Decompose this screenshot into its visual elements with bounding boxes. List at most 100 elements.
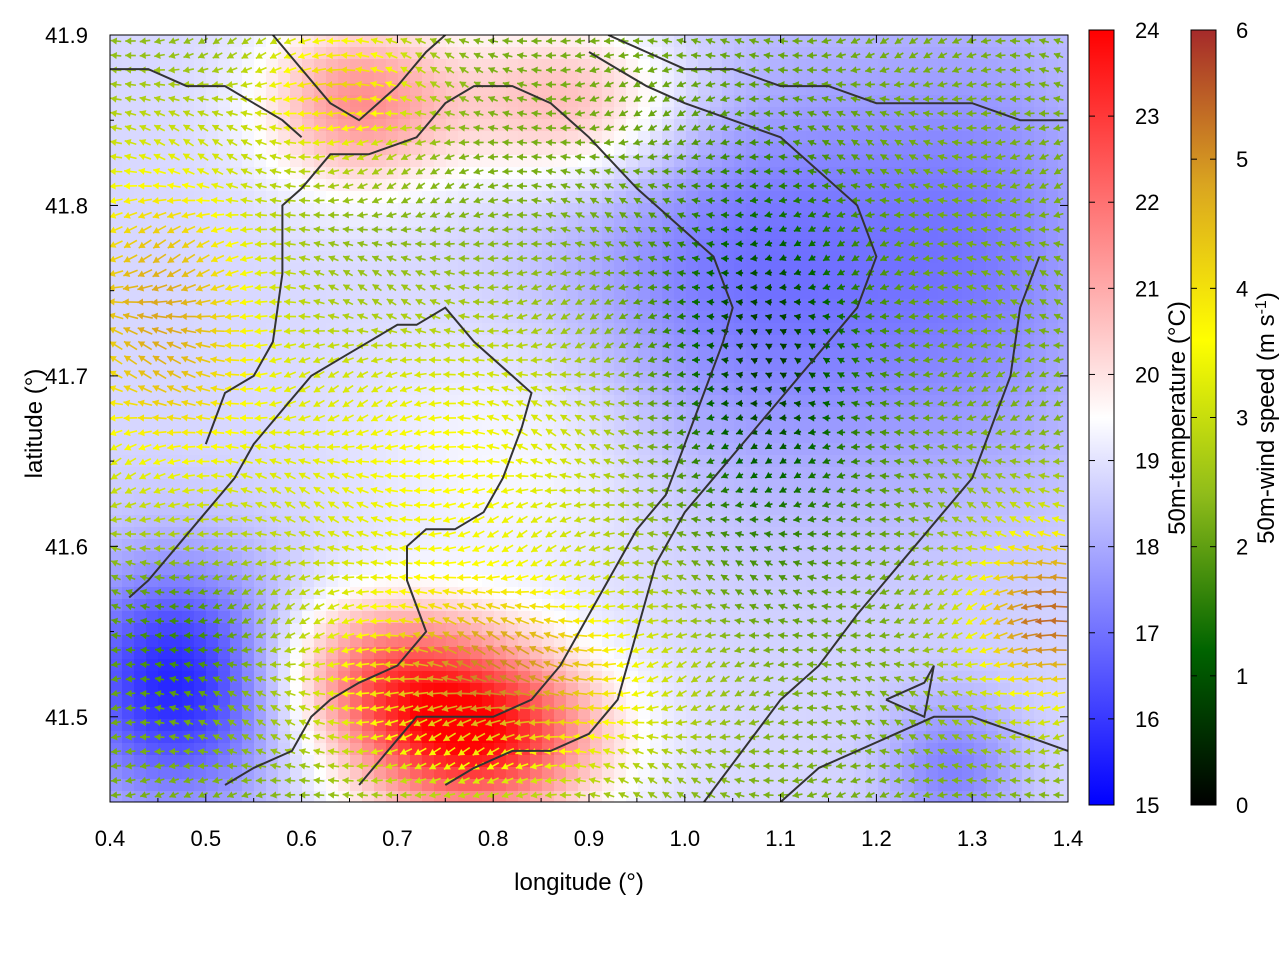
heatmap-cell [950,419,963,432]
heatmap-cell [770,35,783,48]
heatmap-cell [638,395,651,408]
heatmap-cell [494,323,507,336]
heatmap-cell [914,203,927,216]
heatmap-cell [506,587,519,600]
heatmap-cell [566,767,579,780]
heatmap-cell [842,155,855,168]
heatmap-cell [362,443,375,456]
heatmap-cell [926,419,939,432]
heatmap-cell [818,419,831,432]
heatmap-cell [638,167,651,180]
heatmap-cell [410,563,423,576]
heatmap-cell [914,563,927,576]
heatmap-cell [962,443,975,456]
heatmap-cell [458,143,471,156]
heatmap-cell [614,395,627,408]
heatmap-cell [578,647,591,660]
heatmap-cell [842,47,855,60]
heatmap-cell [518,47,531,60]
heatmap-cell [662,719,675,732]
heatmap-cell [710,683,723,696]
heatmap-cell [962,491,975,504]
heatmap-cell [350,35,363,48]
heatmap-cell [230,443,243,456]
heatmap-cell [914,95,927,108]
heatmap-cell [926,71,939,84]
heatmap-cell [218,119,231,132]
heatmap-cell [602,623,615,636]
heatmap-cell [590,467,603,480]
heatmap-cell [638,491,651,504]
heatmap-cell [230,395,243,408]
heatmap-cell [734,563,747,576]
heatmap-cell [254,71,267,84]
heatmap-cell [434,347,447,360]
heatmap-cell [566,35,579,48]
heatmap-cell [506,143,519,156]
heatmap-cell [206,767,219,780]
heatmap-cell [746,215,759,228]
heatmap-cell [566,371,579,384]
heatmap-cell [866,623,879,636]
heatmap-cell [338,563,351,576]
heatmap-cell [122,563,135,576]
heatmap-cell [866,467,879,480]
heatmap-cell [986,323,999,336]
heatmap-cell [1058,587,1068,600]
heatmap-cell [818,71,831,84]
heatmap-cell [926,59,939,72]
heatmap-cell [914,347,927,360]
heatmap-cell [338,719,351,732]
heatmap-cell [494,167,507,180]
heatmap-cell [314,443,327,456]
heatmap-cell [1010,419,1023,432]
heatmap-cell [842,695,855,708]
heatmap-cell [746,419,759,432]
heatmap-cell [410,287,423,300]
heatmap-cell [722,491,735,504]
heatmap-cell [146,143,159,156]
heatmap-cell [710,143,723,156]
heatmap-cell [194,743,207,756]
heatmap-cell [770,419,783,432]
heatmap-cell [338,131,351,144]
heatmap-cell [530,695,543,708]
heatmap-cell [830,143,843,156]
heatmap-cell [926,143,939,156]
heatmap-cell [854,35,867,48]
heatmap-cell [854,71,867,84]
heatmap-cell [866,395,879,408]
heatmap-cell [566,107,579,120]
heatmap-cell [290,287,303,300]
heatmap-cell [470,131,483,144]
heatmap-cell [914,155,927,168]
heatmap-cell [830,107,843,120]
heatmap-cell [866,767,879,780]
heatmap-cell [638,371,651,384]
heatmap-cell [794,767,807,780]
heatmap-cell [386,467,399,480]
heatmap-cell [482,467,495,480]
heatmap-cell [770,623,783,636]
heatmap-cell [434,59,447,72]
heatmap-cell [602,671,615,684]
heatmap-cell [578,179,591,192]
heatmap-cell [506,467,519,480]
heatmap-cell [746,143,759,156]
heatmap-cell [410,71,423,84]
heatmap-cell [710,659,723,672]
heatmap-cell [338,695,351,708]
heatmap-cell [290,611,303,624]
heatmap-cell [458,635,471,648]
heatmap-cell [638,143,651,156]
heatmap-cell [662,695,675,708]
heatmap-cell [530,131,543,144]
heatmap-cell [962,287,975,300]
heatmap-cell [362,347,375,360]
heatmap-cell [506,107,519,120]
heatmap-cell [902,143,915,156]
heatmap-cell [566,167,579,180]
heatmap-cell [446,71,459,84]
heatmap-cell [890,491,903,504]
heatmap-cell [518,71,531,84]
